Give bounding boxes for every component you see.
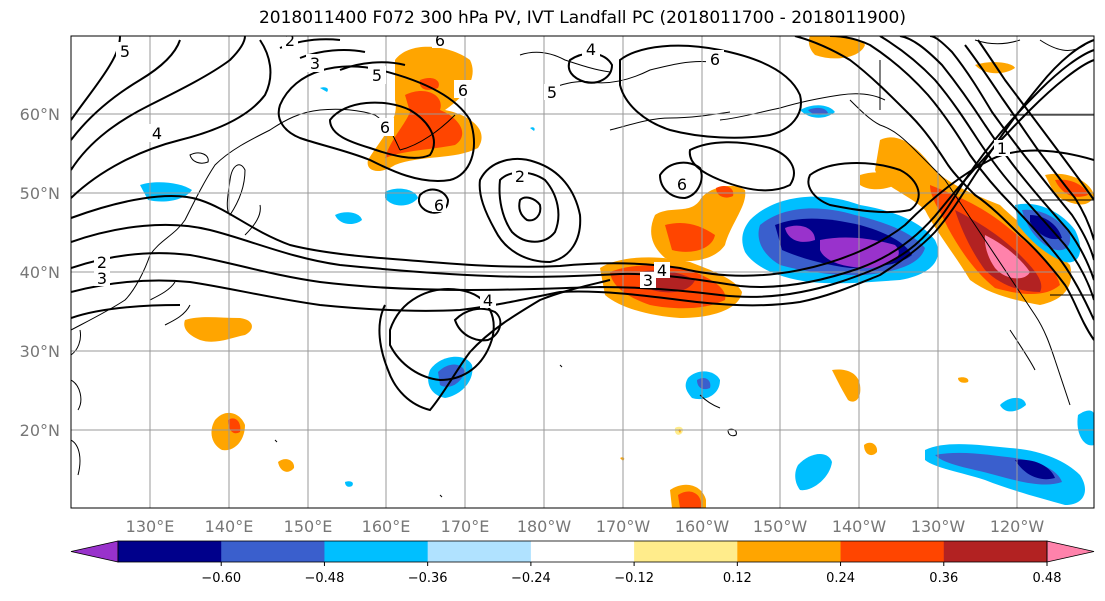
lon-label: 130°W: [911, 517, 966, 536]
contour-label: 4: [586, 40, 596, 59]
colorbar-bin: [427, 541, 532, 562]
colorbar-tick-label: −0.60: [201, 571, 241, 586]
contour-label: 4: [657, 261, 667, 280]
coastlines: [71, 39, 1094, 498]
colorbar-tick-label: −0.24: [511, 571, 551, 586]
lon-label: 120°W: [990, 517, 1045, 536]
contour-label: 4: [152, 124, 162, 143]
contour-label: 6: [677, 175, 687, 194]
contour-label: 6: [434, 196, 444, 215]
colorbar-outline: [117, 540, 1048, 563]
contour-label: 2: [97, 253, 107, 272]
lon-label: 140°E: [205, 517, 254, 536]
colorbar-bin: [634, 541, 738, 562]
contour-label: 5: [120, 42, 130, 61]
contour-label: 6: [710, 50, 720, 69]
contour-label: 2: [515, 167, 525, 186]
lon-label: 170°W: [596, 517, 651, 536]
map-title: 2018011400 F072 300 hPa PV, IVT Landfall…: [258, 8, 906, 28]
colorbar-bin: [530, 541, 635, 562]
lon-label: 150°E: [284, 517, 333, 536]
colorbar-bin: [118, 541, 222, 562]
lon-label: 130°E: [126, 517, 175, 536]
colorbar-tick-label: 0.36: [929, 571, 958, 586]
colorbar-bin: [943, 541, 1048, 562]
colorbar-extend-high: [1046, 540, 1095, 563]
map-frame: [70, 35, 1095, 509]
lon-label: 140°W: [832, 517, 887, 536]
lon-label: 180°W: [517, 517, 572, 536]
contour-label: 3: [643, 271, 653, 290]
contour-label: 3: [97, 269, 107, 288]
ivt-shading: [140, 36, 1094, 508]
colorbar-bin: [324, 541, 429, 562]
contour-label: 6: [380, 118, 390, 137]
lat-label-60n: 60°N: [20, 105, 60, 124]
longitude-labels: 130°E 140°E 150°E 160°E 170°E 180°W 170°…: [126, 517, 1045, 536]
colorbar-bin: [221, 541, 325, 562]
colorbar-bin: [737, 541, 842, 562]
contour-label: 5: [372, 66, 382, 85]
colorbar-tick-label: 0.24: [826, 571, 855, 586]
lon-label: 160°W: [675, 517, 730, 536]
contour-label: 4: [483, 291, 493, 310]
lon-label: 160°E: [362, 517, 411, 536]
contour-label: 1: [997, 139, 1007, 158]
colorbar-tick-label: −0.12: [614, 571, 654, 586]
colorbar-bin: [840, 541, 945, 562]
colorbar-extend-low: [70, 540, 119, 563]
colorbar: −0.60 −0.48 −0.36 −0.24 −0.12 0.12 0.24 0.36 0.4…: [70, 540, 1095, 586]
map-plot-area: 5 2 3 4 6 5 5 6 6 4 2 3 6 6: [71, 31, 1094, 508]
contour-label: 3: [310, 54, 320, 73]
lon-label: 170°E: [441, 517, 490, 536]
pv-contours: [71, 36, 1094, 412]
colorbar-tick-label: −0.48: [305, 571, 345, 586]
contour-label: 6: [435, 31, 445, 50]
lon-label: 150°W: [753, 517, 808, 536]
lat-label-50n: 50°N: [20, 184, 60, 203]
lat-label-30n: 30°N: [20, 342, 60, 361]
contour-label: 5: [547, 83, 557, 102]
lat-label-20n: 20°N: [20, 421, 60, 440]
latitude-labels: 60°N 50°N 40°N 30°N 20°N: [20, 105, 60, 440]
lat-label-40n: 40°N: [20, 263, 60, 282]
contour-label: 6: [458, 81, 468, 100]
graticule: [71, 36, 1094, 508]
contour-label: 2: [285, 31, 295, 50]
colorbar-tick-label: 0.48: [1033, 571, 1062, 586]
colorbar-tick-label: 0.12: [723, 571, 752, 586]
colorbar-tick-label: −0.36: [408, 571, 448, 586]
contour-labels: 5 2 3 4 6 5 5 6 6 4 2 3 6 6: [94, 31, 1010, 310]
